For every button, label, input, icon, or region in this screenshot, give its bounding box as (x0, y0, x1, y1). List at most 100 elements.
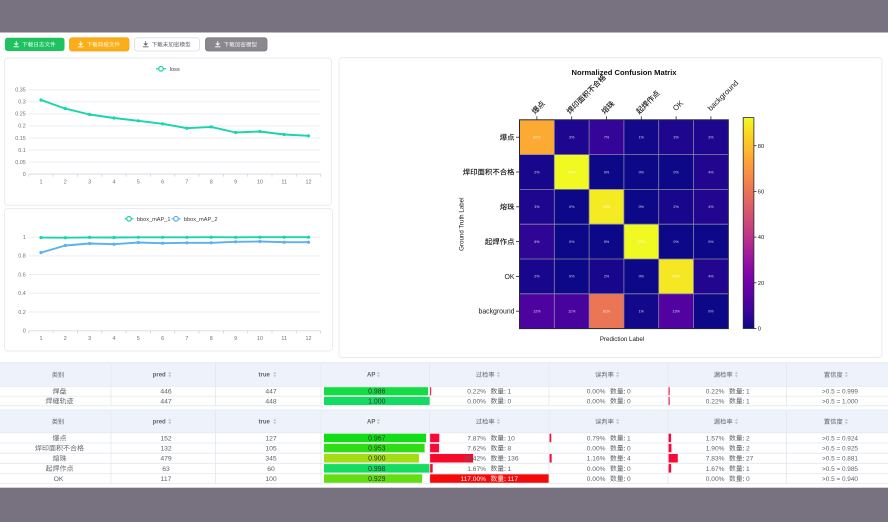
svg-text:0.4: 0.4 (18, 291, 26, 297)
svg-text:4: 4 (113, 336, 116, 342)
svg-text:0.967: 0.967 (368, 435, 385, 442)
svg-text:1: 1 (627, 435, 631, 442)
svg-text:>0.5 = 0.924: >0.5 = 0.924 (822, 435, 858, 442)
svg-text:0.00%: 0.00% (587, 398, 606, 405)
svg-text:345: 345 (265, 456, 277, 463)
svg-text:4: 4 (627, 456, 631, 463)
svg-text:93%: 93% (638, 240, 646, 244)
svg-text:0.00%: 0.00% (587, 476, 606, 483)
svg-text:1.67%: 1.67% (706, 466, 725, 473)
svg-text:90%: 90% (603, 205, 611, 209)
svg-text:7.62%: 7.62% (467, 446, 486, 453)
svg-text:3%: 3% (673, 136, 679, 140)
svg-text:0.22%: 0.22% (467, 389, 486, 396)
svg-text:AP: AP (367, 373, 375, 379)
svg-text:0: 0 (508, 398, 512, 405)
svg-text:0.953: 0.953 (368, 446, 385, 453)
svg-text:0%: 0% (569, 240, 575, 244)
svg-text:>0.5 = 0.940: >0.5 = 0.940 (822, 476, 858, 483)
svg-text:0: 0 (627, 389, 631, 396)
svg-text:0%: 0% (569, 275, 575, 279)
svg-text:0: 0 (627, 398, 631, 405)
svg-text:0: 0 (627, 446, 631, 453)
svg-text:true: true (259, 373, 271, 379)
svg-text:93%: 93% (568, 170, 576, 174)
svg-text:3: 3 (88, 336, 91, 342)
svg-text:Prediction Label: Prediction Label (600, 336, 644, 343)
svg-text:11: 11 (281, 336, 287, 342)
svg-text:117.00%: 117.00% (460, 476, 486, 483)
svg-text:0: 0 (23, 329, 26, 335)
svg-text:39.42%: 39.42% (464, 456, 487, 463)
svg-text:100: 100 (265, 476, 277, 483)
svg-text:1%: 1% (639, 136, 645, 140)
svg-text:0: 0 (23, 172, 26, 178)
svg-text:2%: 2% (673, 205, 679, 209)
svg-text:0%: 0% (639, 170, 645, 174)
svg-text:3%: 3% (708, 136, 714, 140)
svg-text:0: 0 (746, 476, 750, 483)
svg-text:1: 1 (40, 336, 43, 342)
svg-text:8: 8 (508, 446, 512, 453)
svg-text:0%: 0% (673, 240, 679, 244)
svg-text:4: 4 (113, 179, 116, 185)
svg-text:loss: loss (170, 67, 180, 73)
svg-text:40: 40 (758, 235, 764, 241)
svg-text:4%: 4% (708, 275, 714, 279)
svg-text:0.00%: 0.00% (587, 389, 606, 396)
svg-text:0.05: 0.05 (15, 160, 26, 166)
svg-text:4%: 4% (708, 170, 714, 174)
svg-text:7: 7 (185, 336, 188, 342)
svg-text:2%: 2% (604, 275, 610, 279)
svg-text:1: 1 (746, 466, 750, 473)
svg-text:3%: 3% (534, 205, 540, 209)
svg-text:OK: OK (505, 274, 515, 281)
svg-text:0: 0 (627, 476, 631, 483)
svg-text:6: 6 (161, 336, 164, 342)
svg-text:8: 8 (210, 179, 213, 185)
svg-text:0%: 0% (569, 205, 575, 209)
svg-text:0.8: 0.8 (18, 254, 26, 260)
svg-text:5: 5 (137, 179, 140, 185)
svg-text:AP: AP (367, 420, 375, 426)
svg-text:0.986: 0.986 (368, 389, 385, 396)
svg-text:0.00%: 0.00% (467, 398, 486, 405)
svg-text:0%: 0% (708, 310, 714, 314)
svg-text:447: 447 (265, 389, 277, 396)
svg-text:9: 9 (234, 179, 237, 185)
svg-text:117: 117 (508, 476, 519, 483)
svg-text:1: 1 (746, 389, 750, 396)
svg-text:2: 2 (64, 179, 67, 185)
svg-text:0%: 0% (708, 240, 714, 244)
svg-text:479: 479 (160, 456, 172, 463)
svg-text:82%: 82% (533, 136, 541, 140)
svg-text:1.67%: 1.67% (467, 466, 486, 473)
svg-text:89%: 89% (672, 275, 680, 279)
svg-text:1%: 1% (639, 310, 645, 314)
svg-text:2%: 2% (534, 170, 540, 174)
svg-text:OK: OK (54, 476, 64, 483)
svg-text:bbox_mAP_1: bbox_mAP_1 (137, 217, 171, 223)
svg-text:6%: 6% (534, 240, 540, 244)
svg-text:11%: 11% (568, 310, 576, 314)
svg-text:132: 132 (160, 446, 172, 453)
svg-text:0: 0 (627, 466, 631, 473)
svg-text:Ground Truth Label: Ground Truth Label (458, 198, 465, 251)
svg-text:5: 5 (137, 336, 140, 342)
svg-text:3: 3 (88, 179, 91, 185)
svg-text:117: 117 (161, 476, 172, 483)
svg-text:0.2: 0.2 (18, 310, 26, 316)
svg-text:0.00%: 0.00% (706, 476, 725, 483)
svg-text:2: 2 (746, 435, 750, 442)
svg-text:0%: 0% (673, 170, 679, 174)
svg-text:0.998: 0.998 (368, 466, 385, 473)
svg-text:1.16%: 1.16% (587, 456, 606, 463)
svg-text:0.2: 0.2 (18, 124, 26, 130)
svg-text:>0.5 = 0.881: >0.5 = 0.881 (822, 456, 858, 463)
svg-text:8: 8 (210, 336, 213, 342)
svg-text:127: 127 (265, 435, 277, 442)
svg-text:0.22%: 0.22% (706, 398, 725, 405)
svg-text:0.00%: 0.00% (587, 446, 606, 453)
svg-text:0.929: 0.929 (368, 476, 385, 483)
svg-text:446: 446 (160, 389, 172, 396)
